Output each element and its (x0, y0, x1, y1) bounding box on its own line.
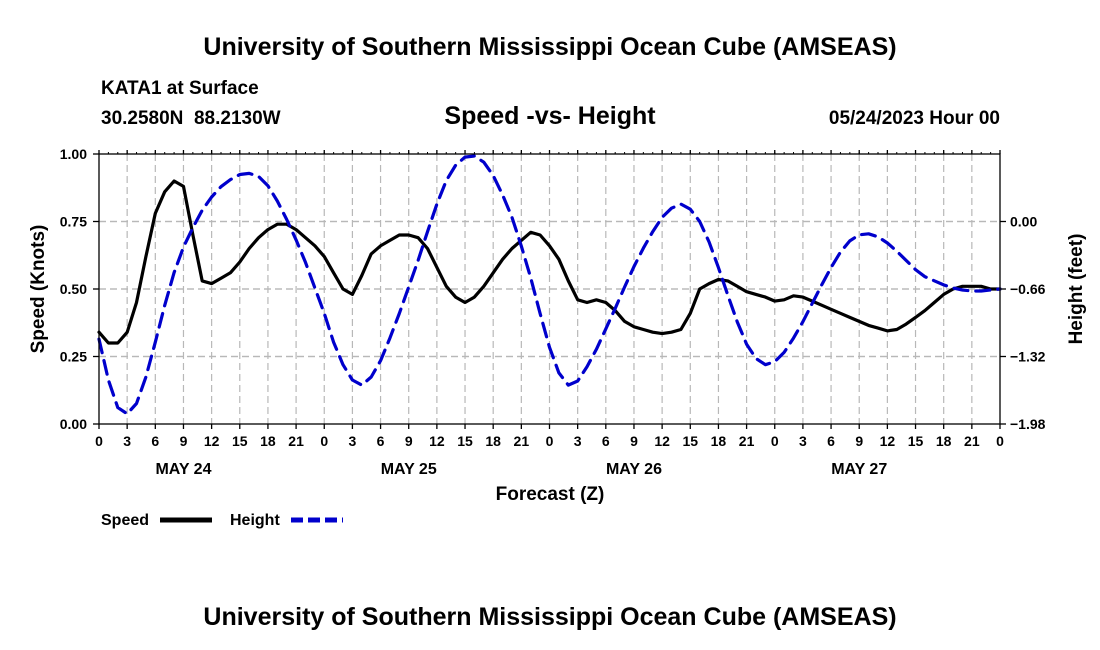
x-tick-label: 21 (514, 433, 530, 449)
x-tick-label: 6 (377, 433, 385, 449)
x-tick-label: 21 (964, 433, 980, 449)
main-title: University of Southern Mississippi Ocean… (203, 33, 896, 61)
legend-height-label: Height (230, 512, 280, 529)
y2-tick-label: −1.32 (1010, 349, 1046, 365)
x-tick-label: 21 (739, 433, 755, 449)
x-tick-label: 0 (320, 433, 328, 449)
legend: Speed Height (101, 512, 343, 529)
x-tick-label: 18 (711, 433, 727, 449)
x-tick-label: 12 (204, 433, 220, 449)
station-label: KATA1 at Surface (101, 78, 259, 99)
y-tick-label: 0.25 (60, 349, 87, 365)
x-tick-label: 0 (546, 433, 554, 449)
x-tick-label: 9 (855, 433, 863, 449)
series-group (97, 154, 1002, 416)
plot-title: Speed -vs- Height (444, 102, 656, 130)
x-tick-label: 0 (996, 433, 1004, 449)
x-tick-label: 9 (180, 433, 188, 449)
x-day-label: MAY 26 (606, 461, 662, 478)
x-tick-label: 15 (232, 433, 248, 449)
grid-lines (99, 154, 1000, 424)
x-tick-label: 3 (799, 433, 807, 449)
x-tick-label: 15 (908, 433, 924, 449)
x-tick-label: 15 (457, 433, 473, 449)
legend-speed-label: Speed (101, 512, 149, 529)
y2-axis-label: Height (feet) (1066, 234, 1087, 345)
series-line-height (97, 154, 1002, 416)
y-tick-label: 1.00 (60, 146, 87, 162)
y-tick-label: 0.00 (60, 416, 87, 432)
x-axis-label: Forecast (Z) (496, 484, 605, 505)
y2-tick-label: −1.98 (1010, 416, 1046, 432)
y-tick-label: 0.75 (60, 214, 87, 230)
y-tick-label: 0.50 (60, 281, 87, 297)
x-tick-label: 6 (602, 433, 610, 449)
x-day-label: MAY 27 (831, 461, 887, 478)
x-tick-label: 0 (95, 433, 103, 449)
x-tick-label: 18 (936, 433, 952, 449)
x-tick-label: 6 (827, 433, 835, 449)
x-tick-label: 9 (405, 433, 413, 449)
x-tick-label: 3 (574, 433, 582, 449)
forecast-date: 05/24/2023 Hour 00 (829, 108, 1000, 129)
y-axis-label: Speed (Knots) (28, 225, 49, 354)
x-tick-label: 3 (123, 433, 131, 449)
x-tick-label: 0 (771, 433, 779, 449)
x-tick-label: 6 (151, 433, 159, 449)
x-tick-label: 18 (260, 433, 276, 449)
x-tick-label: 21 (288, 433, 304, 449)
y2-tick-label: 0.00 (1010, 214, 1037, 230)
x-tick-label: 12 (429, 433, 445, 449)
x-tick-label: 18 (485, 433, 501, 449)
series-line-speed (97, 179, 1002, 345)
x-tick-label: 3 (349, 433, 357, 449)
y2-tick-label: −0.66 (1010, 281, 1046, 297)
axes-group: 0.00 0.25 0.50 0.75 1.00 −1.98 −1.32 −0.66 0.00 0… (60, 146, 1046, 478)
x-tick-label: 15 (682, 433, 698, 449)
x-tick-label: 12 (880, 433, 896, 449)
footer-title: University of Southern Mississippi Ocean… (203, 603, 896, 631)
station-coords: 30.2580N 88.2130W (101, 108, 281, 129)
x-tick-label: 12 (654, 433, 670, 449)
x-day-label: MAY 25 (381, 461, 437, 478)
x-tick-label: 9 (630, 433, 638, 449)
x-day-label: MAY 24 (155, 461, 211, 478)
